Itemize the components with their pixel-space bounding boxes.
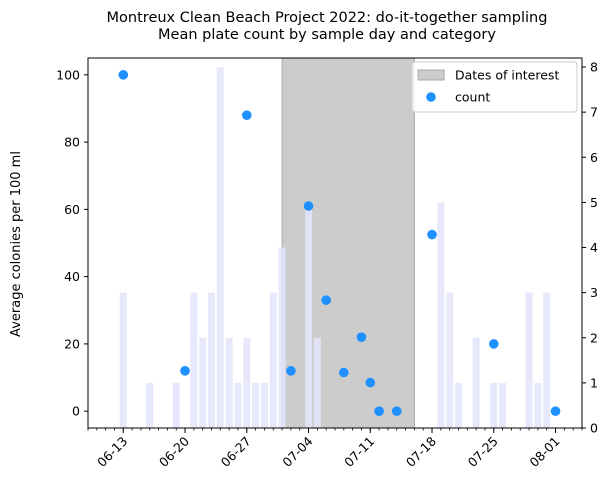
bar: [525, 292, 533, 428]
x-tick-label: 06-27: [218, 434, 254, 470]
bar: [490, 382, 498, 428]
bar: [534, 382, 542, 428]
y-tick-label: 0: [72, 404, 80, 419]
x-tick-label: 07-25: [465, 434, 501, 470]
y-axis-label: Average colonies per 100 ml: [9, 151, 24, 337]
legend-swatch-shade: [417, 69, 445, 81]
scatter-point: [427, 229, 437, 240]
scatter-point: [488, 339, 499, 349]
y2-tick-label: 2: [590, 330, 598, 345]
bar: [252, 382, 260, 428]
y-tick-label: 100: [56, 67, 80, 82]
legend-label-count: count: [455, 90, 490, 105]
bar: [146, 382, 154, 428]
bar: [207, 292, 216, 428]
bar: [199, 337, 207, 428]
x-tick-label: 07-11: [341, 434, 377, 470]
bar: [234, 382, 242, 428]
x-tick-label: 07-04: [279, 433, 315, 469]
bar: [499, 382, 507, 428]
y2-tick-label: 1: [590, 375, 598, 390]
shaded-region: [281, 57, 415, 429]
scatter-series-layer: [118, 70, 561, 416]
x-tick-label: 07-18: [403, 433, 439, 469]
bar: [543, 292, 551, 428]
y2-tick-label: 7: [590, 105, 598, 120]
scatter-point: [356, 332, 367, 342]
scatter-point: [374, 406, 384, 416]
y2-tick-label: 3: [590, 285, 598, 300]
scatter-point: [550, 406, 561, 416]
bar: [172, 382, 180, 428]
scatter-point: [339, 367, 349, 378]
scatter-point: [321, 295, 331, 305]
legend-swatch-count: [426, 92, 436, 102]
bar: [260, 382, 268, 428]
x-tick-label: 06-20: [156, 433, 192, 469]
shaded-region-layer: [281, 57, 415, 429]
x-tick-label: 06-13: [94, 434, 130, 470]
y2-tick-label: 4: [590, 240, 598, 255]
bar: [454, 382, 463, 428]
bar: [190, 292, 198, 428]
bar: [216, 67, 224, 429]
bar: [472, 337, 480, 428]
scatter-point: [391, 406, 402, 416]
bar-series-layer: [119, 67, 551, 429]
legend-label-shade: Dates of interest: [455, 68, 559, 83]
bar: [305, 202, 313, 428]
y2-tick-label: 5: [590, 195, 598, 210]
bar: [278, 247, 286, 428]
y2-tick-label: 6: [590, 150, 598, 165]
y2-tick-label: 0: [590, 421, 598, 436]
bar: [313, 337, 321, 428]
y2-tick-label: 8: [590, 60, 598, 75]
y-tick-label: 20: [64, 336, 80, 351]
bar: [446, 292, 454, 428]
scatter-point: [180, 366, 190, 376]
bar: [119, 292, 127, 428]
scatter-point: [118, 70, 129, 80]
x-tick-label: 08-01: [526, 434, 562, 470]
legend: Dates of interest count: [411, 61, 578, 113]
bar: [437, 202, 445, 428]
scatter-point: [241, 110, 252, 120]
scatter-point: [286, 366, 296, 376]
bar: [269, 292, 277, 428]
chart-title: Montreux Clean Beach Project 2022: do-it…: [107, 10, 548, 26]
y-tick-label: 60: [64, 202, 80, 217]
legend-box: [411, 61, 578, 113]
y-tick-label: 40: [64, 269, 80, 284]
scatter-point: [365, 377, 376, 388]
y-tick-label: 80: [64, 135, 80, 150]
bar: [243, 337, 251, 428]
bar: [225, 337, 233, 428]
chart-subtitle: Mean plate count by sample day and categ…: [158, 27, 496, 43]
scatter-point: [303, 201, 314, 211]
